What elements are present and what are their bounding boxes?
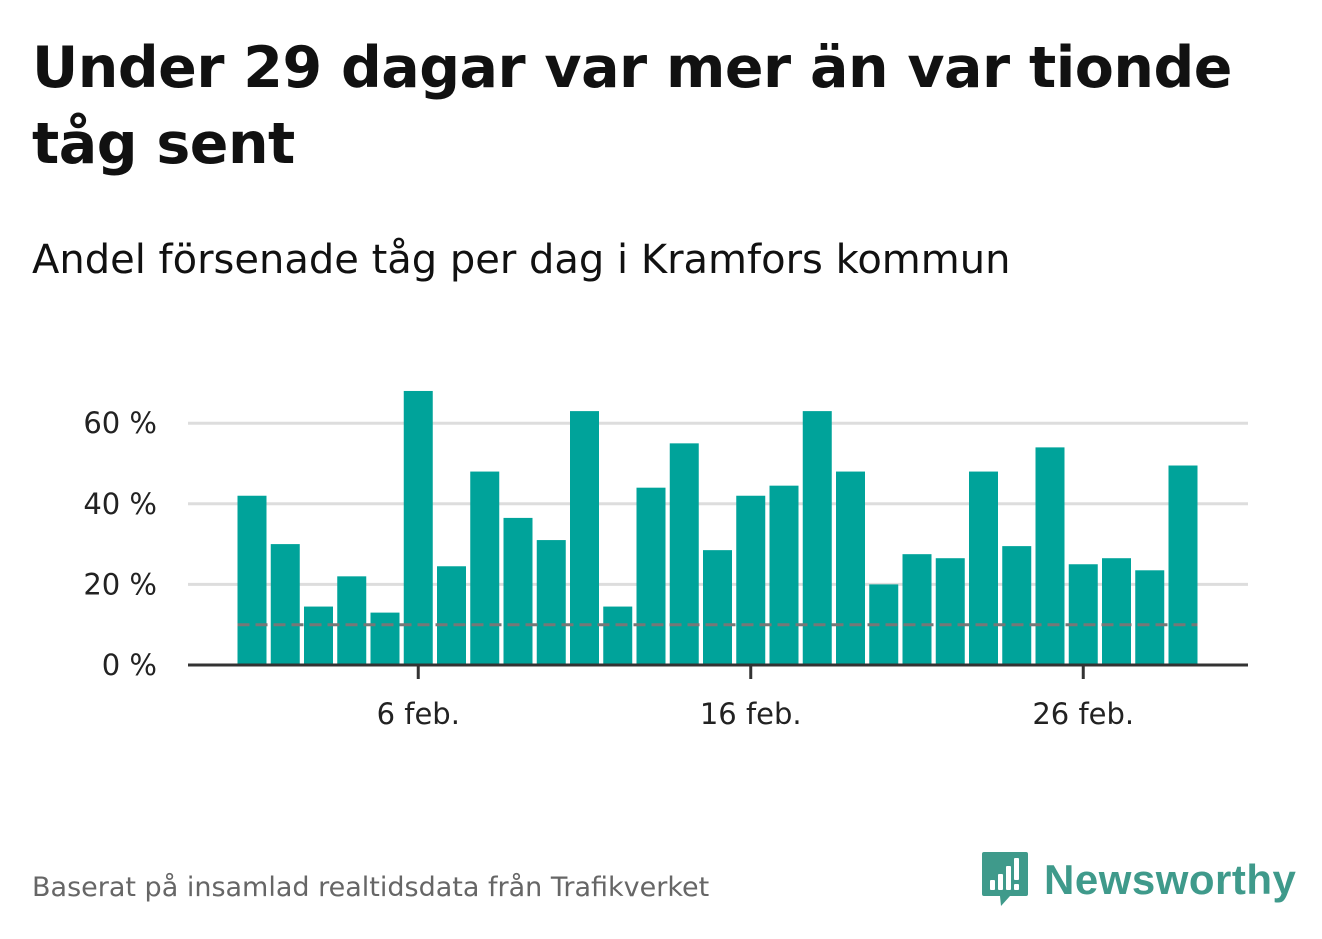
bar (403, 390, 433, 665)
bar (503, 517, 533, 665)
brand-name: Newsworthy (1044, 856, 1297, 903)
bar (669, 443, 699, 665)
bar (636, 487, 666, 665)
x-tick-label: 26 feb. (1032, 697, 1134, 731)
bar (570, 411, 599, 665)
bar (902, 554, 932, 665)
bar (370, 612, 400, 665)
bar (304, 606, 333, 665)
chart-subtitle: Andel försenade tåg per dag i Kramfors k… (32, 237, 1011, 283)
bar (1168, 465, 1198, 665)
bar (470, 471, 500, 665)
bar (337, 576, 367, 665)
bar (1135, 570, 1165, 665)
tick-labels: 0 % 20 % 40 % 60 % 6 feb. 16 feb. 26 feb. (83, 406, 1134, 731)
bar (603, 606, 633, 665)
axes (188, 663, 1248, 679)
bar (802, 411, 832, 665)
bar (1002, 546, 1032, 665)
bar (736, 495, 766, 665)
bar (536, 540, 566, 665)
bar (769, 485, 799, 665)
bar (237, 495, 267, 665)
y-tick-label: 60 % (83, 406, 157, 440)
bar (836, 471, 865, 665)
bar (1035, 447, 1065, 665)
bar (270, 544, 300, 665)
x-tick-label: 6 feb. (377, 697, 460, 731)
bar (1068, 564, 1098, 665)
bar (935, 558, 965, 665)
y-tick-label: 40 % (83, 487, 157, 521)
bar (437, 566, 466, 665)
chart-title: Under 29 dagar var mer än var tionde tåg… (32, 35, 1232, 177)
bar (703, 550, 732, 665)
x-tick-label: 16 feb. (700, 697, 802, 731)
brand-logo-group: Newsworthy (980, 850, 1296, 910)
y-tick-label: 20 % (83, 567, 157, 601)
newsworthy-logo-icon (982, 852, 1028, 906)
bar (1102, 558, 1131, 665)
source-note: Baserat på insamlad realtidsdata från Tr… (32, 872, 710, 903)
bars (237, 390, 1198, 665)
y-tick-label: 0 % (102, 648, 157, 682)
bar (969, 471, 998, 665)
